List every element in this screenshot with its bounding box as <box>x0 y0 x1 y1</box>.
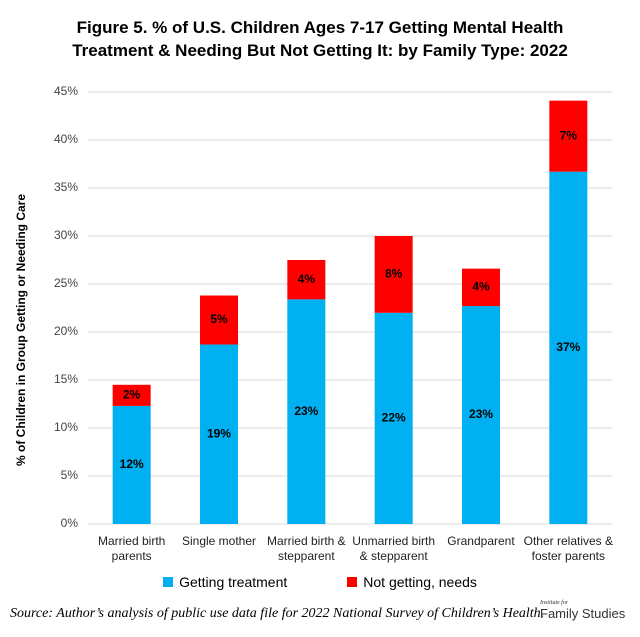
source-note: Source: Author’s analysis of public use … <box>10 606 545 621</box>
data-label: 22% <box>382 411 406 425</box>
legend-item: Not getting, needs <box>347 574 477 590</box>
bar-segment <box>200 295 238 345</box>
data-label: 23% <box>294 404 318 418</box>
legend: Getting treatment Not getting, needs <box>0 574 640 590</box>
chart-title: Figure 5. % of U.S. Children Ages 7-17 G… <box>72 18 568 60</box>
x-tick-label: Grandparent <box>447 534 515 548</box>
y-tick-label: 45% <box>54 84 78 98</box>
x-tick-label: Unmarried birth & stepparent <box>352 534 435 563</box>
y-tick-label: 30% <box>54 228 78 242</box>
legend-swatch <box>347 577 358 587</box>
y-tick-label: 15% <box>54 372 78 386</box>
bar-segment <box>112 405 151 524</box>
bar-segment <box>200 344 238 524</box>
y-tick-label: 10% <box>54 420 78 434</box>
bar-segment <box>462 268 500 307</box>
bar-segment <box>112 384 151 406</box>
bar-segment <box>549 171 588 524</box>
data-label: 4% <box>298 272 316 286</box>
legend-item: Getting treatment <box>163 574 287 590</box>
y-tick-label: 0% <box>61 516 79 530</box>
y-axis-label: % of Children in Group Getting or Needin… <box>14 194 28 466</box>
data-label: 5% <box>210 312 228 326</box>
x-tick-label: Married birth & stepparent <box>266 534 346 563</box>
legend-label: Not getting, needs <box>363 574 477 590</box>
y-tick-label: 20% <box>54 324 78 338</box>
y-tick-label: 35% <box>54 180 78 194</box>
data-label: 19% <box>207 426 231 440</box>
data-label: 2% <box>123 388 141 402</box>
data-label: 7% <box>560 128 578 142</box>
data-label: 23% <box>469 407 493 421</box>
bar-segment <box>374 236 413 313</box>
data-label: 8% <box>385 267 403 281</box>
logo-small: Institute for <box>540 600 569 606</box>
data-label: 4% <box>472 280 490 294</box>
x-tick-label: Other relatives & foster parents <box>523 534 614 563</box>
bar-segment <box>287 299 326 524</box>
logo-large: Family Studies <box>540 606 626 621</box>
bar-segment <box>549 100 588 172</box>
y-tick-label: 40% <box>54 132 78 146</box>
x-tick-label: Married birth parents <box>97 534 166 563</box>
x-tick-label: Single mother <box>181 534 257 548</box>
bar-segment <box>374 312 413 524</box>
data-label: 37% <box>556 340 580 354</box>
legend-swatch <box>163 577 174 587</box>
y-tick-label: 25% <box>54 276 78 290</box>
data-label: 12% <box>120 457 144 471</box>
bar-segment <box>287 260 326 300</box>
logo: Institute for Family Studies <box>540 600 635 622</box>
bar-segment <box>462 306 500 524</box>
y-tick-label: 5% <box>61 468 79 482</box>
legend-label: Getting treatment <box>179 574 288 590</box>
